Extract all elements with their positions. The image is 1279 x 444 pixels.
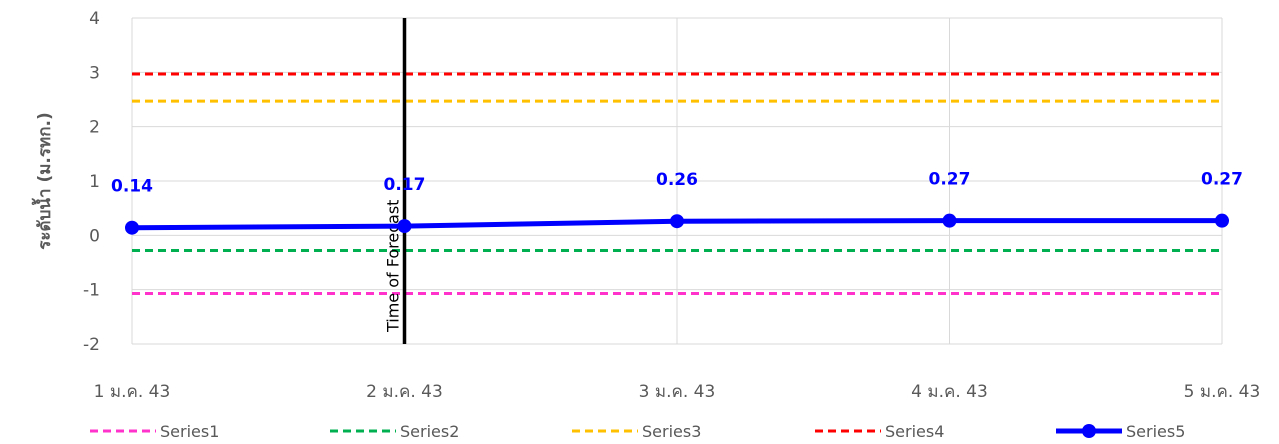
legend: Series1 Series2 Series3 Series4 Series5 (90, 422, 1185, 441)
series5-data-label: 0.27 (929, 170, 971, 190)
series5-point (125, 220, 139, 235)
y-axis-ticks: -2 -1 0 1 2 3 4 (83, 9, 100, 355)
legend-label: Series3 (642, 422, 701, 441)
time-of-forecast-label: Time of Forecast (384, 200, 403, 333)
series5-data-label: 0.26 (656, 170, 698, 190)
x-tick-label: 4 ม.ค. 43 (911, 382, 988, 402)
series5-data-label: 0.27 (1201, 170, 1243, 190)
y-tick-label: 0 (89, 226, 100, 246)
x-tick-label: 5 ม.ค. 43 (1184, 382, 1261, 402)
y-tick-label: 3 (89, 63, 100, 83)
y-tick-label: -2 (83, 335, 100, 355)
legend-label: Series1 (160, 422, 219, 441)
y-tick-label: 1 (89, 172, 100, 192)
y-tick-label: -1 (83, 281, 100, 301)
x-tick-label: 3 ม.ค. 43 (639, 382, 716, 402)
legend-label: Series4 (885, 422, 944, 441)
legend-label: Series2 (400, 422, 459, 441)
legend-label: Series5 (1126, 422, 1185, 441)
time-of-forecast-annotation: Time of Forecast (384, 18, 407, 344)
series5-point (942, 213, 957, 228)
y-tick-label: 2 (89, 118, 100, 138)
y-tick-label: 4 (89, 9, 100, 29)
series5-point (397, 219, 412, 234)
series5-data-label: 0.17 (384, 175, 426, 195)
series5-data-label: 0.14 (111, 177, 153, 197)
y-axis-label: ระดับน้ำ (ม.รทก.) (31, 112, 55, 249)
x-tick-label: 1 ม.ค. 43 (94, 382, 171, 402)
series5-line: 0.14 0.17 0.26 0.27 0.27 (111, 170, 1243, 235)
x-axis-ticks: 1 ม.ค. 43 2 ม.ค. 43 3 ม.ค. 43 4 ม.ค. 43 5 ม.… (94, 382, 1261, 402)
x-tick-label: 2 ม.ค. 43 (366, 382, 443, 402)
series5-point (670, 214, 684, 229)
gridlines (131, 17, 1223, 345)
legend-marker (1082, 424, 1096, 438)
series5-point (1215, 213, 1229, 228)
